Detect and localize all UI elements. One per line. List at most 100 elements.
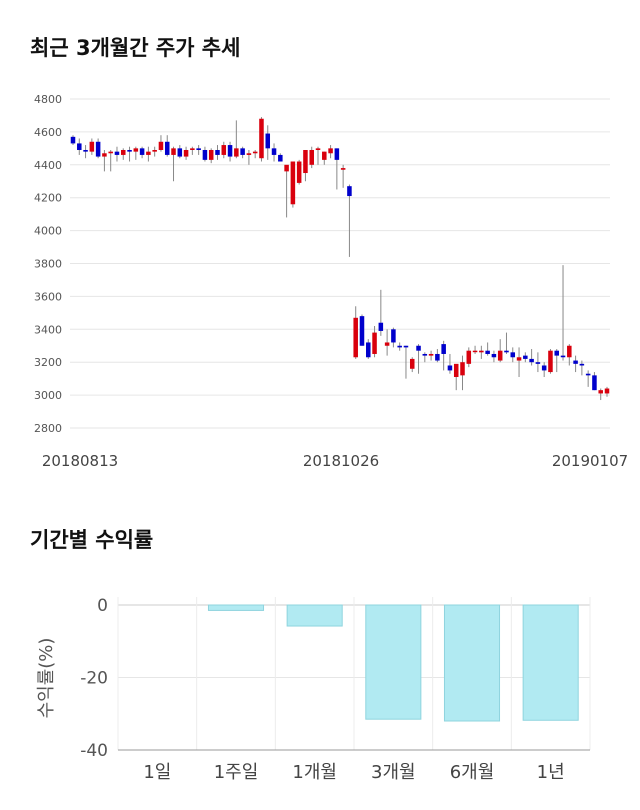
candle-body	[120, 149, 126, 155]
candle-body	[252, 151, 258, 154]
candle-body	[472, 350, 478, 353]
candle-body	[579, 363, 585, 366]
candle-body	[309, 149, 314, 165]
candle-body	[585, 373, 591, 376]
period-return-title: 기간별 수익률	[30, 528, 154, 552]
candle-body	[127, 149, 132, 152]
candle-body	[359, 316, 365, 346]
y-tick-label: 4800	[34, 93, 62, 106]
candle-body	[340, 168, 346, 170]
candle-body	[221, 145, 227, 155]
x-tick-label: 6개월	[450, 762, 495, 783]
candle-body	[491, 353, 497, 358]
y-tick-label: -40	[80, 741, 108, 761]
candle-body	[259, 118, 264, 159]
candle-body	[422, 353, 428, 356]
x-tick-label: 1주일	[214, 762, 259, 783]
candle-body	[202, 149, 208, 160]
y-tick-label: 4200	[34, 192, 62, 205]
candle-body	[133, 148, 139, 152]
candle-body	[296, 161, 302, 183]
x-tick-label: 1개월	[292, 762, 337, 783]
candle-body	[234, 148, 239, 157]
y-tick-label: 3800	[34, 258, 62, 271]
candle-body	[347, 186, 352, 197]
candle-body	[328, 148, 333, 154]
candle-body	[378, 322, 384, 331]
candle-body	[560, 355, 566, 358]
candle-body	[523, 355, 528, 359]
candle-body	[322, 151, 327, 160]
candle-body	[284, 164, 289, 172]
candle-body	[139, 148, 145, 155]
candle-body	[83, 149, 88, 152]
candle-body	[567, 345, 572, 358]
x-tick-label: 20180813	[42, 452, 118, 470]
candle-body	[265, 133, 271, 149]
y-tick-label: 0	[97, 596, 108, 616]
y-tick-label: -20	[80, 669, 108, 689]
candle-body	[208, 149, 214, 160]
y-tick-label: 3400	[34, 323, 62, 336]
candle-body	[466, 350, 472, 364]
y-axis-label: 수익률(%)	[36, 638, 57, 719]
candle-body	[303, 149, 308, 174]
x-tick-label: 3개월	[371, 762, 416, 783]
candle-body	[485, 350, 490, 354]
y-tick-label: 3600	[34, 290, 62, 303]
candle-body	[510, 352, 516, 358]
y-tick-label: 4600	[34, 126, 62, 139]
candle-body	[171, 148, 176, 155]
candle-body	[70, 136, 76, 144]
y-tick-label: 2800	[34, 422, 62, 435]
candle-body	[190, 148, 195, 150]
candle-body	[592, 375, 597, 391]
candle-body	[177, 148, 183, 157]
return-bar	[286, 604, 343, 627]
candle-body	[290, 161, 296, 205]
candle-body	[529, 358, 534, 363]
x-tick-label: 20190107	[552, 452, 628, 470]
y-tick-label: 4400	[34, 159, 62, 172]
candle-body	[447, 365, 453, 371]
price-trend-chart: 4800 4600 4400 4200 4000 3800 3600 3400 3200 3000…	[34, 93, 628, 470]
candle-body	[278, 154, 283, 162]
candle-body	[158, 141, 164, 150]
return-bar	[207, 604, 265, 611]
candle-body	[164, 141, 170, 155]
return-bar	[443, 604, 501, 722]
candle-body	[146, 151, 151, 155]
candle-body	[183, 149, 189, 157]
candle-body	[604, 388, 610, 394]
candle-body	[391, 329, 396, 343]
candle-body	[240, 148, 245, 155]
candle-body	[397, 345, 402, 348]
candle-body	[215, 149, 220, 155]
candle-body	[246, 153, 252, 155]
y-tick-label: 3200	[34, 356, 62, 369]
candle-body	[89, 141, 95, 152]
candle-body	[435, 353, 440, 361]
candle-body	[554, 350, 560, 356]
price-trend-title: 최근 3개월간 주가 추세	[30, 36, 241, 60]
candle-body	[573, 360, 578, 364]
candle-body	[95, 141, 101, 157]
candle-body	[196, 148, 201, 150]
x-tick-label: 1년	[537, 762, 565, 783]
candle-body	[108, 151, 113, 154]
candle-body	[453, 363, 459, 378]
candle-body	[227, 145, 233, 157]
candle-body	[384, 342, 390, 346]
y-tick-label: 4000	[34, 225, 62, 238]
candle-body	[366, 342, 371, 358]
x-tick-label: 20181026	[303, 452, 379, 470]
candle-body	[504, 350, 509, 353]
candle-body	[403, 345, 409, 348]
candle-body	[334, 148, 340, 160]
candle-body	[152, 149, 157, 152]
candle-body	[479, 350, 484, 353]
candle-body	[114, 151, 120, 155]
candle-body	[516, 357, 522, 361]
candle-body	[271, 148, 277, 155]
